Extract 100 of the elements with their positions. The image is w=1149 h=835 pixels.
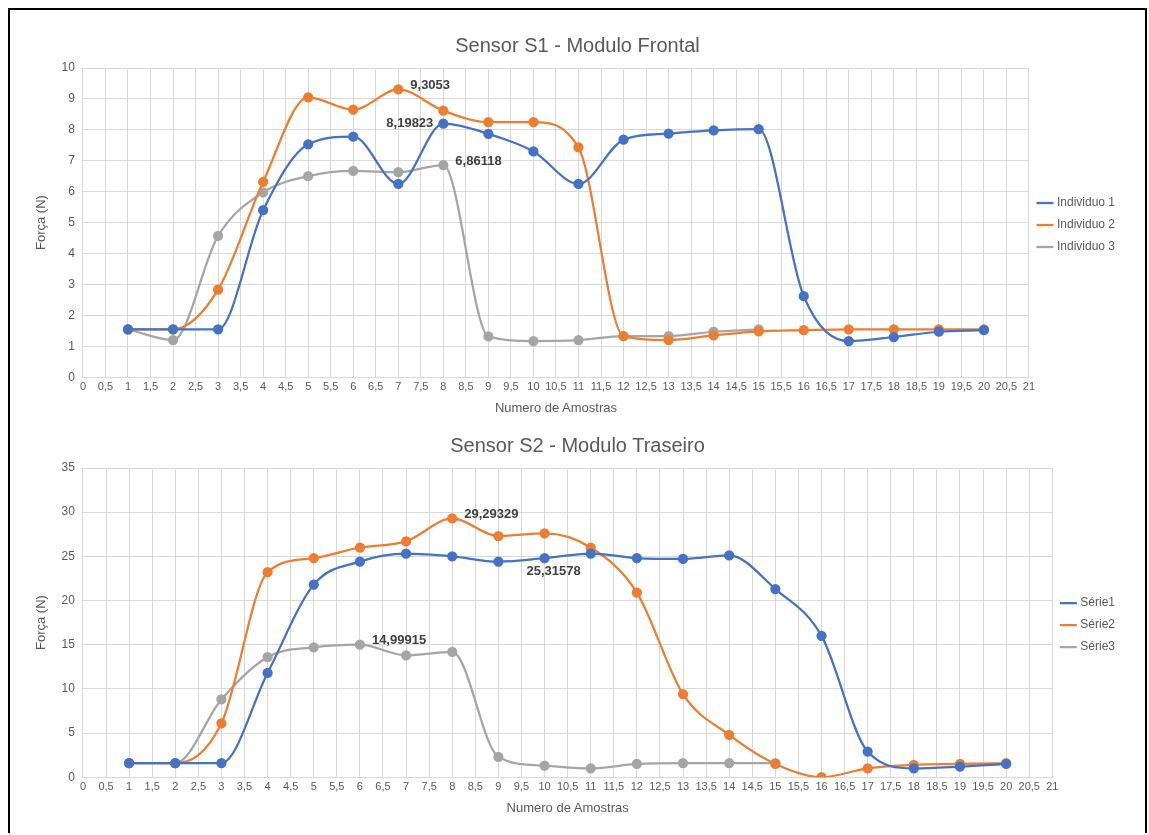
x-tick-label: 0,5 [97,379,114,392]
x-tick-label: 9,5 [513,779,530,792]
x-tick-label: 3 [218,779,225,792]
x-tick-label: 15 [752,379,765,392]
x-tick-label: 6,5 [375,779,391,792]
x-tick-label: 1,5 [144,779,160,792]
x-tick-label: 19 [953,779,967,792]
x-tick-label: 1 [124,379,132,392]
y-tick-label: 3 [68,276,76,291]
x-tick-label: 18 [907,779,920,792]
y-tick-label: 15 [61,637,76,651]
x-axis-title: Numero de Amostras [506,799,630,815]
x-tick-label: 16,5 [833,779,856,792]
x-tick-label: 8,5 [467,779,483,792]
y-axis-title: Força (N) [33,195,49,251]
y-tick-label: 1 [68,338,76,353]
x-tick-label: 10 [538,779,551,792]
chart-title: Sensor S2 - Modulo Traseiro [450,433,705,456]
legend-label: Série1 [1080,595,1116,610]
legend-label: Série2 [1080,617,1116,632]
x-tick-label: 4,5 [278,379,294,392]
data-label: 8,19823 [386,115,434,131]
x-tick-label: 1 [126,779,133,792]
x-tick-label: 21 [1022,379,1036,392]
x-tick-label: 12 [617,379,630,392]
x-tick-label: 18,5 [905,379,928,392]
x-tick-label: 16 [797,379,810,392]
x-tick-label: 8 [440,379,447,392]
legend-label: Individuo 1 [1056,195,1116,210]
x-tick-label: 20,5 [995,379,1018,392]
x-tick-label: 21 [1046,779,1059,792]
x-tick-label: 15,5 [787,779,810,792]
y-tick-label: 35 [61,460,76,475]
x-tick-label: 12,5 [649,779,671,792]
x-tick-label: 5,5 [323,379,339,392]
x-tick-label: 17,5 [880,779,902,792]
y-tick-label: 2 [68,307,76,322]
x-tick-label: 7 [395,379,402,392]
x-tick-label: 2,5 [187,379,204,392]
x-tick-label: 9 [485,379,492,392]
x-tick-label: 17,5 [860,379,882,392]
y-tick-label: 5 [68,214,76,229]
x-tick-label: 14 [723,779,736,792]
x-tick-label: 2 [172,779,179,792]
x-tick-label: 6 [356,779,363,792]
x-tick-label: 0 [79,779,87,792]
x-tick-label: 10 [527,379,540,392]
data-label: 6,86118 [455,152,502,168]
legend-label: Série3 [1080,639,1116,654]
x-tick-label: 13,5 [680,379,702,392]
x-tick-label: 6 [350,379,357,392]
x-tick-label: 14 [707,379,720,392]
x-tick-label: 10,5 [556,779,579,792]
legend-label: Individuo 2 [1056,217,1116,232]
x-tick-label: 14,5 [741,779,763,792]
y-tick-label: 9 [68,91,76,106]
x-tick-label: 7,5 [413,379,429,392]
x-tick-label: 6,5 [368,379,384,392]
x-tick-label: 11 [572,379,585,392]
x-tick-label: 0 [79,379,87,392]
x-tick-label: 1,5 [142,379,159,392]
x-tick-label: 4 [260,379,267,392]
x-tick-label: 2,5 [190,779,206,792]
chart-title: Sensor S1 - Modulo Frontal [455,33,700,56]
x-tick-label: 13 [676,779,690,792]
y-tick-label: 4 [68,245,76,260]
y-tick-label: 8 [68,122,76,137]
y-tick-label: 10 [61,681,76,696]
x-tick-label: 4 [264,779,271,792]
x-tick-label: 17 [842,379,855,392]
x-tick-label: 15 [769,779,782,792]
x-tick-label: 5 [310,779,317,792]
x-axis-title: Numero de Amostras [494,399,618,415]
x-tick-label: 17 [861,779,874,792]
y-axis-title: Força (N) [33,595,49,651]
x-tick-label: 5,5 [329,779,345,792]
x-tick-label: 3,5 [236,779,253,792]
x-tick-label: 0,5 [98,779,114,792]
x-tick-label: 11,5 [590,379,612,392]
x-tick-label: 8 [449,779,456,792]
y-tick-label: 25 [61,548,76,563]
x-tick-label: 8,5 [458,379,474,392]
x-tick-label: 9 [495,779,502,792]
x-tick-label: 12 [630,779,643,792]
x-tick-label: 16 [815,779,828,792]
x-tick-label: 19 [932,379,945,392]
x-tick-label: 7,5 [421,779,437,792]
y-tick-label: 30 [61,504,76,519]
x-tick-label: 18 [887,379,900,392]
x-tick-label: 18,5 [926,779,948,792]
y-tick-label: 20 [61,592,76,607]
x-tick-label: 20,5 [1018,779,1040,792]
x-tick-label: 3 [215,379,222,392]
data-label: 14,99915 [371,632,427,648]
x-tick-label: 14,5 [725,379,747,392]
y-tick-label: 5 [68,725,76,740]
x-tick-label: 11,5 [603,779,625,792]
y-tick-label: 10 [61,60,76,75]
x-tick-label: 20 [977,379,991,392]
legend-label: Individuo 3 [1056,239,1116,254]
